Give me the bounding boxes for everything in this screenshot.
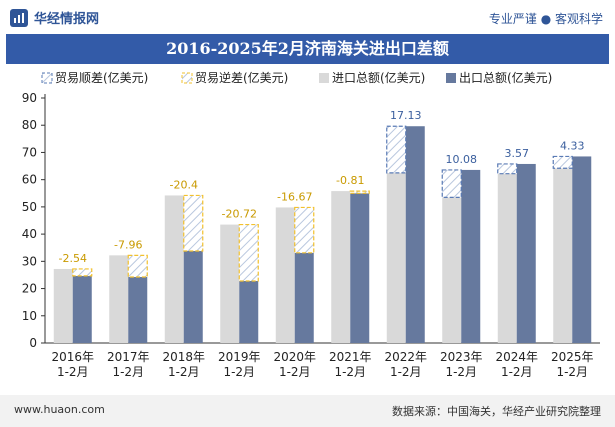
x-tick-label: 2017年 [107,350,150,364]
data-labels: -2.54 -7.96 -20.4 -20.72 -16.67 -0.81 17.13 10.… [59,109,585,265]
brand-logo-icon [10,8,28,27]
y-tick-label: 60 [22,173,37,187]
balance-label: -16.67 [277,190,312,203]
x-tick-label: 2025年 [551,350,594,364]
y-tick-label: 80 [22,118,37,132]
import-bar [220,224,240,343]
brand-name: 华经情报网 [34,12,100,27]
legend-swatch [181,72,193,84]
chart: 贸易顺差(亿美元) 贸易逆差(亿美元) 进口总额(亿美元) 出口总额(亿美元) 0 10… [22,70,600,379]
import-bar [164,195,184,343]
legend-swatch [41,72,53,84]
export-bar [294,252,314,343]
export-bar [461,169,481,343]
balance-label: 17.13 [390,109,422,122]
footer-website: www.huaon.com [14,403,105,416]
deficit-box [294,206,315,254]
surplus-box [497,163,518,175]
legend-label: 进口总额(亿美元) [332,70,425,85]
top-bar: 华经情报网 专业严谨 ● 客观科学 [0,0,615,34]
balance-label: -7.96 [114,238,142,251]
export-bar [72,275,92,343]
y-tick-label: 70 [22,145,37,159]
footer: www.huaon.com 数据来源：中国海关，华经产业研究院整理 [0,395,615,427]
x-tick-label: 1-2月 [556,365,588,379]
x-tick-label: 1-2月 [57,365,89,379]
balance-label: -2.54 [59,252,87,265]
y-tick-label: 40 [22,227,37,241]
legend-label: 贸易顺差(亿美元) [55,70,148,85]
x-tick-label: 1-2月 [112,365,144,379]
x-tick-label: 2024年 [495,350,538,364]
import-bar [275,207,295,343]
x-tick-label: 2023年 [440,350,483,364]
export-bar [516,163,536,343]
deficit-box [238,223,259,282]
x-tick-label: 1-2月 [501,365,533,379]
legend-swatch [319,73,329,83]
y-tick-label: 50 [22,200,37,214]
chart-title: 2016-2025年2月济南海关进出口差额 [6,34,609,64]
x-tick-label: 1-2月 [279,365,311,379]
y-tick-label: 10 [22,309,37,323]
brand: 华经情报网 [10,8,99,27]
y-tick-label: 30 [22,254,37,268]
deficit-box [127,254,148,278]
import-bar [497,173,517,343]
import-bar [386,172,406,343]
x-tick-label: 1-2月 [168,365,200,379]
balance-label: 10.08 [446,153,478,166]
legend-swatch [446,73,456,83]
balance-label: 3.57 [505,147,530,160]
footer-source: 数据来源：中国海关，华经产业研究院整理 [392,405,601,418]
import-bar [53,268,73,343]
export-bar [350,193,370,343]
x-tick-label: 1-2月 [223,365,255,379]
deficit-box [183,194,204,252]
tagline: 专业严谨 ● 客观科学 [488,12,603,26]
x-tick-label: 2022年 [384,350,427,364]
balance-label: 4.33 [560,139,585,152]
legend: 贸易顺差(亿美元) 贸易逆差(亿美元) 进口总额(亿美元) 出口总额(亿美元) [41,70,552,85]
y-tick-label: 90 [22,91,37,105]
export-bar [183,250,203,343]
x-tick-label: 1-2月 [445,365,477,379]
import-bar [109,255,129,343]
export-bar [239,280,259,343]
x-tick-label: 2021年 [329,350,372,364]
import-bar [331,191,351,343]
axes: 01020304050607080902016年1-2月2017年1-2月201… [22,91,600,379]
legend-label: 贸易逆差(亿美元) [195,70,288,85]
surplus-box [552,155,573,169]
x-tick-label: 2020年 [273,350,316,364]
import-bar [442,197,462,343]
x-tick-label: 2016年 [51,350,94,364]
deficit-box [349,190,370,194]
surplus-box [441,169,462,198]
y-tick-label: 20 [22,282,37,296]
export-bar [405,126,425,343]
y-tick-label: 0 [29,336,37,350]
legend-label: 出口总额(亿美元) [459,70,552,85]
bars [53,125,592,343]
x-tick-label: 1-2月 [390,365,422,379]
export-bar [572,156,592,343]
balance-label: -0.81 [336,174,364,187]
deficit-box [72,268,93,277]
x-tick-label: 1-2月 [334,365,366,379]
import-bar [553,168,573,343]
balance-label: -20.4 [170,178,198,191]
x-tick-label: 2018年 [162,350,205,364]
x-tick-label: 2019年 [218,350,261,364]
balance-label: -20.72 [222,208,257,221]
export-bar [128,277,148,343]
surplus-box [386,125,407,174]
